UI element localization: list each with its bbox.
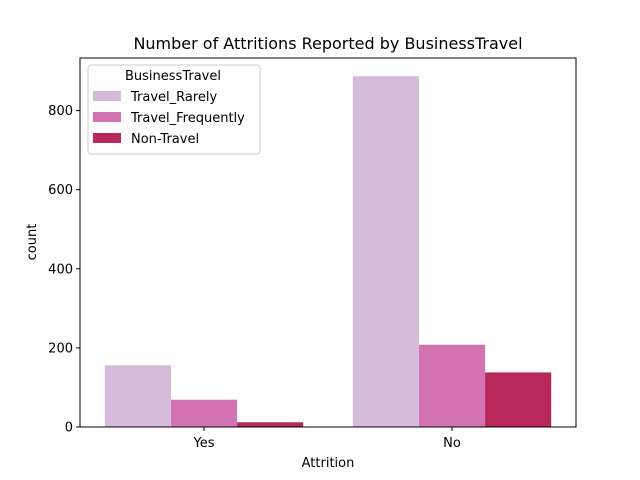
y-tick-label: 0 [65,421,73,436]
legend-label-non-travel: Non-Travel [131,132,199,147]
y-tick-label: 800 [48,104,73,119]
legend-swatch-travel-rarely [93,91,121,101]
bars-group [104,76,552,427]
legend-swatch-non-travel [93,133,121,143]
bar-travel-frequently-yes [170,399,238,427]
chart-title: Number of Attritions Reported by Busines… [133,34,522,53]
x-tick-label: Yes [193,436,215,451]
legend: BusinessTravel Travel_Rarely Travel_Frequ… [87,64,261,155]
bar-travel-frequently-no [418,344,486,427]
legend-box [87,64,261,155]
x-axis-label: Attrition [302,456,355,471]
legend-title: BusinessTravel [125,69,221,84]
y-axis-label: count [25,224,40,261]
y-tick-label: 600 [48,183,73,198]
bar-non-travel-yes [237,422,304,427]
y-axis: 0 200 400 600 800 [48,104,80,436]
legend-label-travel-frequently: Travel_Frequently [130,111,245,126]
bar-non-travel-no [485,372,552,427]
y-tick-label: 200 [48,341,73,356]
legend-label-travel-rarely: Travel_Rarely [130,90,218,105]
y-tick-label: 400 [48,262,73,277]
legend-swatch-travel-frequently [93,112,121,122]
plot-frame [79,57,577,428]
bar-travel-rarely-no [352,76,419,427]
x-axis: Yes No [193,427,461,451]
x-tick-label: No [443,436,461,451]
bar-travel-rarely-yes [104,365,171,427]
